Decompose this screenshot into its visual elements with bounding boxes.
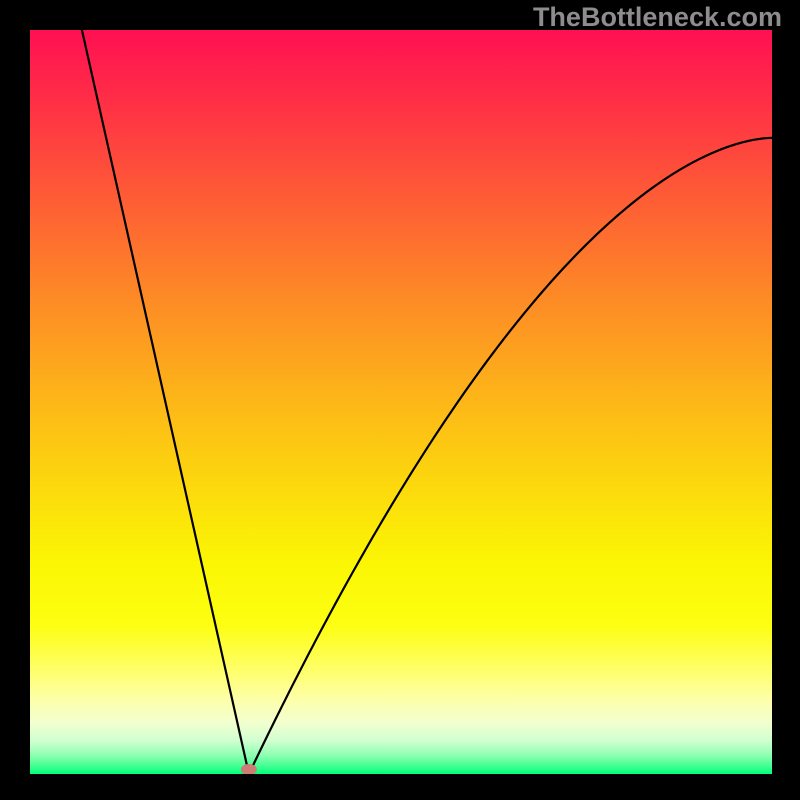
stage: TheBottleneck.com — [0, 0, 800, 800]
bottleneck-chart — [30, 30, 772, 774]
chart-svg — [30, 30, 772, 774]
watermark-text: TheBottleneck.com — [533, 2, 782, 33]
gradient-background — [30, 30, 772, 774]
